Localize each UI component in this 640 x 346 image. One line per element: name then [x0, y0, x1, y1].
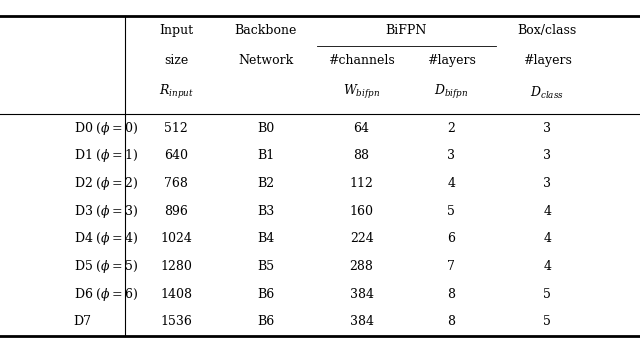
- Text: B6: B6: [257, 288, 274, 301]
- Text: 4: 4: [447, 177, 455, 190]
- Text: #layers: #layers: [523, 54, 572, 67]
- Text: B2: B2: [257, 177, 274, 190]
- Text: 896: 896: [164, 204, 188, 218]
- Text: 4: 4: [543, 204, 551, 218]
- Text: 112: 112: [349, 177, 374, 190]
- Text: Box/class: Box/class: [518, 24, 577, 37]
- Text: 6: 6: [447, 232, 455, 245]
- Text: 1024: 1024: [160, 232, 192, 245]
- Text: size: size: [164, 54, 188, 67]
- Text: 7: 7: [447, 260, 455, 273]
- Text: 5: 5: [447, 204, 455, 218]
- Text: D2 ($\phi = 2$): D2 ($\phi = 2$): [74, 175, 138, 192]
- Text: Network: Network: [238, 54, 293, 67]
- Text: D0 ($\phi = 0$): D0 ($\phi = 0$): [74, 119, 138, 137]
- Text: 384: 384: [349, 288, 374, 301]
- Text: B0: B0: [257, 121, 274, 135]
- Text: B6: B6: [257, 315, 274, 328]
- Text: Input: Input: [159, 24, 193, 37]
- Text: BiFPN: BiFPN: [386, 24, 427, 37]
- Text: D1 ($\phi = 1$): D1 ($\phi = 1$): [74, 147, 138, 164]
- Text: 3: 3: [543, 177, 551, 190]
- Text: 5: 5: [543, 288, 551, 301]
- Text: 8: 8: [447, 288, 455, 301]
- Text: B1: B1: [257, 149, 274, 162]
- Text: 3: 3: [543, 121, 551, 135]
- Text: 512: 512: [164, 121, 188, 135]
- Text: 3: 3: [543, 149, 551, 162]
- Text: Backbone: Backbone: [234, 24, 297, 37]
- Text: 1408: 1408: [160, 288, 192, 301]
- Text: D5 ($\phi = 5$): D5 ($\phi = 5$): [74, 258, 138, 275]
- Text: 224: 224: [349, 232, 374, 245]
- Text: #channels: #channels: [328, 54, 395, 67]
- Text: 88: 88: [353, 149, 370, 162]
- Text: 640: 640: [164, 149, 188, 162]
- Text: 8: 8: [447, 315, 455, 328]
- Text: B3: B3: [257, 204, 274, 218]
- Text: 160: 160: [349, 204, 374, 218]
- Text: D6 ($\phi = 6$): D6 ($\phi = 6$): [74, 285, 138, 303]
- Text: 1280: 1280: [160, 260, 192, 273]
- Text: 5: 5: [543, 315, 551, 328]
- Text: 2: 2: [447, 121, 455, 135]
- Text: 4: 4: [543, 232, 551, 245]
- Text: D3 ($\phi = 3$): D3 ($\phi = 3$): [74, 202, 138, 220]
- Text: 4: 4: [543, 260, 551, 273]
- Text: $D_{bifpn}$: $D_{bifpn}$: [434, 83, 468, 101]
- Text: #layers: #layers: [427, 54, 476, 67]
- Text: 64: 64: [353, 121, 370, 135]
- Text: 3: 3: [447, 149, 455, 162]
- Text: 288: 288: [349, 260, 374, 273]
- Text: $W_{bifpn}$: $W_{bifpn}$: [343, 83, 380, 101]
- Text: D4 ($\phi = 4$): D4 ($\phi = 4$): [74, 230, 138, 247]
- Text: D7: D7: [74, 315, 92, 328]
- Text: $D_{class}$: $D_{class}$: [531, 84, 564, 101]
- Text: 768: 768: [164, 177, 188, 190]
- Text: B5: B5: [257, 260, 274, 273]
- Text: 1536: 1536: [160, 315, 192, 328]
- Text: 384: 384: [349, 315, 374, 328]
- Text: B4: B4: [257, 232, 274, 245]
- Text: $R_{input}$: $R_{input}$: [159, 83, 193, 101]
